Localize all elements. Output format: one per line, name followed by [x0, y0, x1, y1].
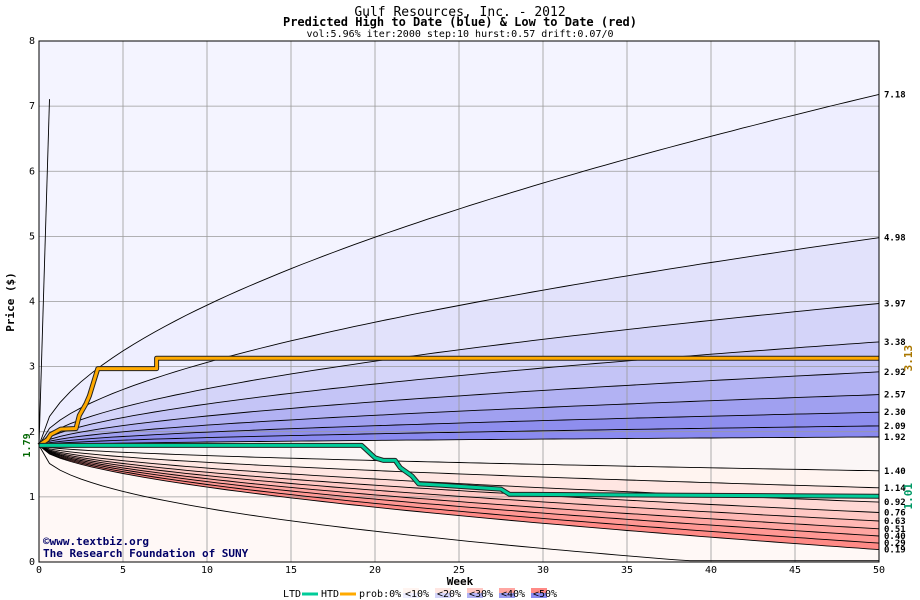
legend: LTD HTD prob:0% <10% <20% <30% <40% <50%	[283, 588, 557, 600]
quantile-line-low-4	[38, 445, 880, 513]
legend-swatch-top	[499, 588, 515, 593]
plot-area: 0 5 10 15 20 25 30 35 40 45 500123456787.184.983.9…	[22, 36, 915, 576]
quantile-end-label: 0.51	[884, 525, 906, 535]
extreme-high-line	[38, 99, 50, 446]
quantile-end-label: 0.76	[884, 509, 906, 519]
legend-swatch-bottom	[467, 593, 483, 598]
start-price-label: 1.79	[22, 433, 33, 457]
quantile-line-high-3	[38, 303, 880, 446]
quantile-line-high-5	[38, 371, 880, 446]
quantile-line-low-2	[38, 444, 880, 489]
credit-website: ©www.textbiz.org	[43, 535, 149, 548]
quantile-line-high-6	[38, 394, 880, 446]
legend-label: LTD	[283, 589, 301, 600]
y-tick-label: 3	[29, 362, 35, 373]
quantile-end-label: 0.63	[884, 517, 906, 527]
quantile-line-low-7	[38, 445, 880, 537]
legend-swatch-bottom	[403, 593, 419, 598]
quantile-end-label: 2.57	[884, 391, 906, 401]
quantile-line-high-2	[38, 237, 880, 446]
quantile-line-high-4	[38, 341, 880, 446]
chart-title: Gulf Resources, Inc. - 2012	[354, 5, 565, 20]
quantile-line-low-5	[38, 445, 880, 522]
band-low-outer	[39, 445, 879, 562]
y-tick-label: 8	[29, 36, 35, 47]
legend-swatch-label: <30%	[469, 589, 493, 600]
quantile-end-label: 1.92	[884, 433, 906, 443]
quantile-end-label: 2.30	[884, 408, 906, 418]
series-line-ltd	[39, 443, 880, 498]
quantile-end-label: 0.29	[884, 539, 906, 549]
quantile-line-high-1	[38, 93, 880, 446]
legend-swatch-top	[435, 588, 451, 593]
y-axis-title: Price ($)	[4, 272, 17, 332]
quantile-line-low-1	[38, 444, 880, 472]
quantile-end-label: 2.92	[884, 368, 906, 378]
x-tick-label: 25	[453, 565, 465, 576]
x-tick-label: 30	[537, 565, 549, 576]
quantile-line-high-8	[38, 425, 880, 446]
legend-swatch-bottom	[435, 593, 451, 598]
chart-subtitle: Predicted High to Date (blue) & Low to D…	[283, 15, 637, 29]
quantile-line-low-8	[38, 445, 880, 544]
quantile-end-label: 4.98	[884, 234, 906, 244]
legend-swatch-bottom	[531, 593, 547, 598]
y-tick-label: 4	[29, 297, 35, 308]
chart-parameters: vol:5.96% iter:2000 step:10 hurst:0.57 d…	[306, 29, 613, 40]
legend-swatch-top	[531, 588, 547, 593]
ltd-end-label: 1.01	[902, 483, 915, 510]
x-tick-label: 45	[789, 565, 801, 576]
x-tick-label: 0	[36, 565, 42, 576]
quantile-end-label: 0.40	[884, 532, 906, 542]
quantile-end-label: 0.19	[884, 546, 906, 556]
quantile-line-high-7	[38, 411, 880, 446]
y-tick-label: 5	[29, 231, 35, 242]
legend-swatch-label: <40%	[501, 589, 525, 600]
y-tick-label: 0	[29, 557, 35, 568]
series-line-htd	[38, 356, 879, 447]
band-low-2	[39, 445, 879, 503]
y-tick-label: 2	[29, 427, 35, 438]
legend-swatch-label: <50%	[533, 589, 557, 600]
credit-organization: The Research Foundation of SUNY	[43, 547, 249, 560]
x-tick-label: 5	[120, 565, 126, 576]
legend-label: HTD	[321, 589, 339, 600]
x-axis-title: Week	[447, 575, 474, 588]
y-tick-label: 7	[29, 101, 35, 112]
quantile-end-label: 3.97	[884, 299, 906, 309]
quantile-end-label: 1.40	[884, 467, 906, 477]
plot-frame	[38, 40, 880, 563]
htd-end-label: 3.13	[902, 345, 915, 372]
legend-swatch-label: <20%	[437, 589, 461, 600]
legend-swatch-top	[403, 588, 419, 593]
x-tick-label: 35	[621, 565, 633, 576]
quantile-line-high-9	[38, 436, 879, 446]
quantile-end-label: 1.14	[884, 484, 906, 494]
x-tick-label: 20	[369, 565, 381, 576]
x-tick-label: 50	[873, 565, 885, 576]
legend-swatch-bottom	[499, 593, 515, 598]
quantile-end-label: 3.38	[884, 338, 906, 348]
y-tick-label: 1	[29, 492, 35, 503]
quantile-end-label: 0.92	[884, 498, 906, 508]
quantile-line-low-9	[38, 445, 880, 551]
x-tick-label: 40	[705, 565, 717, 576]
x-tick-label: 15	[285, 565, 297, 576]
legend-prob-label: prob:0%	[359, 589, 401, 600]
band-high-outer	[39, 41, 879, 446]
quantile-end-label: 2.09	[884, 422, 906, 432]
legend-swatch-label: <10%	[405, 589, 429, 600]
x-tick-label: 10	[201, 565, 213, 576]
legend-swatch-top	[467, 588, 483, 593]
quantile-end-label: 7.18	[884, 90, 906, 100]
y-tick-label: 6	[29, 166, 35, 177]
quantile-line-low-6	[38, 445, 880, 530]
extreme-low-line	[38, 445, 879, 562]
